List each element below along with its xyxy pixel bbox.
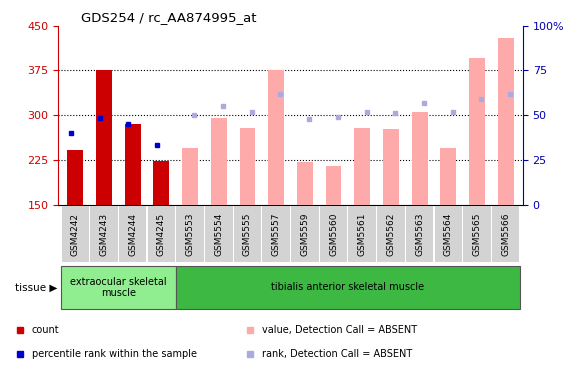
FancyBboxPatch shape	[492, 206, 519, 262]
Text: GSM5555: GSM5555	[243, 213, 252, 256]
FancyBboxPatch shape	[463, 206, 491, 262]
FancyBboxPatch shape	[61, 266, 175, 309]
Text: GSM5566: GSM5566	[501, 213, 510, 256]
Text: GDS254 / rc_AA874995_at: GDS254 / rc_AA874995_at	[81, 11, 257, 25]
Bar	[96, 71, 112, 205]
Text: GSM5560: GSM5560	[329, 213, 338, 256]
FancyBboxPatch shape	[175, 266, 520, 309]
Text: GSM5561: GSM5561	[358, 213, 367, 256]
Bar	[383, 129, 399, 205]
Text: extraocular skeletal
muscle: extraocular skeletal muscle	[70, 276, 167, 298]
Bar	[440, 148, 456, 205]
Text: count: count	[32, 325, 59, 335]
FancyBboxPatch shape	[234, 206, 261, 262]
Text: GSM4244: GSM4244	[128, 213, 137, 256]
FancyBboxPatch shape	[148, 206, 175, 262]
Bar	[498, 38, 514, 205]
Bar	[354, 128, 370, 205]
Bar	[469, 59, 485, 205]
FancyBboxPatch shape	[291, 206, 318, 262]
Bar	[211, 118, 227, 205]
FancyBboxPatch shape	[263, 206, 290, 262]
FancyBboxPatch shape	[62, 206, 89, 262]
FancyBboxPatch shape	[406, 206, 433, 262]
Text: GSM4243: GSM4243	[99, 213, 109, 256]
Bar	[239, 128, 256, 205]
FancyBboxPatch shape	[349, 206, 376, 262]
Text: GSM4242: GSM4242	[71, 213, 80, 256]
Text: GSM5564: GSM5564	[444, 213, 453, 256]
Text: GSM5562: GSM5562	[386, 213, 396, 256]
Text: rank, Detection Call = ABSENT: rank, Detection Call = ABSENT	[262, 349, 412, 359]
Text: tissue ▶: tissue ▶	[15, 282, 58, 292]
Text: tibialis anterior skeletal muscle: tibialis anterior skeletal muscle	[271, 282, 425, 292]
Bar	[125, 124, 141, 205]
Text: GSM5557: GSM5557	[272, 213, 281, 256]
Text: GSM5565: GSM5565	[472, 213, 482, 256]
Bar	[182, 148, 198, 205]
Bar	[412, 112, 428, 205]
Bar	[268, 71, 284, 205]
FancyBboxPatch shape	[90, 206, 118, 262]
Bar	[297, 162, 313, 205]
Text: GSM5559: GSM5559	[300, 213, 309, 256]
Bar	[67, 150, 83, 205]
Bar	[153, 161, 169, 205]
FancyBboxPatch shape	[320, 206, 347, 262]
Bar	[325, 166, 342, 205]
Text: value, Detection Call = ABSENT: value, Detection Call = ABSENT	[262, 325, 417, 335]
Text: GSM4245: GSM4245	[157, 213, 166, 256]
Text: GSM5553: GSM5553	[185, 213, 195, 256]
Text: GSM5554: GSM5554	[214, 213, 223, 256]
FancyBboxPatch shape	[176, 206, 204, 262]
FancyBboxPatch shape	[205, 206, 232, 262]
Text: GSM5563: GSM5563	[415, 213, 424, 256]
FancyBboxPatch shape	[119, 206, 146, 262]
FancyBboxPatch shape	[377, 206, 405, 262]
Text: percentile rank within the sample: percentile rank within the sample	[32, 349, 197, 359]
FancyBboxPatch shape	[435, 206, 462, 262]
